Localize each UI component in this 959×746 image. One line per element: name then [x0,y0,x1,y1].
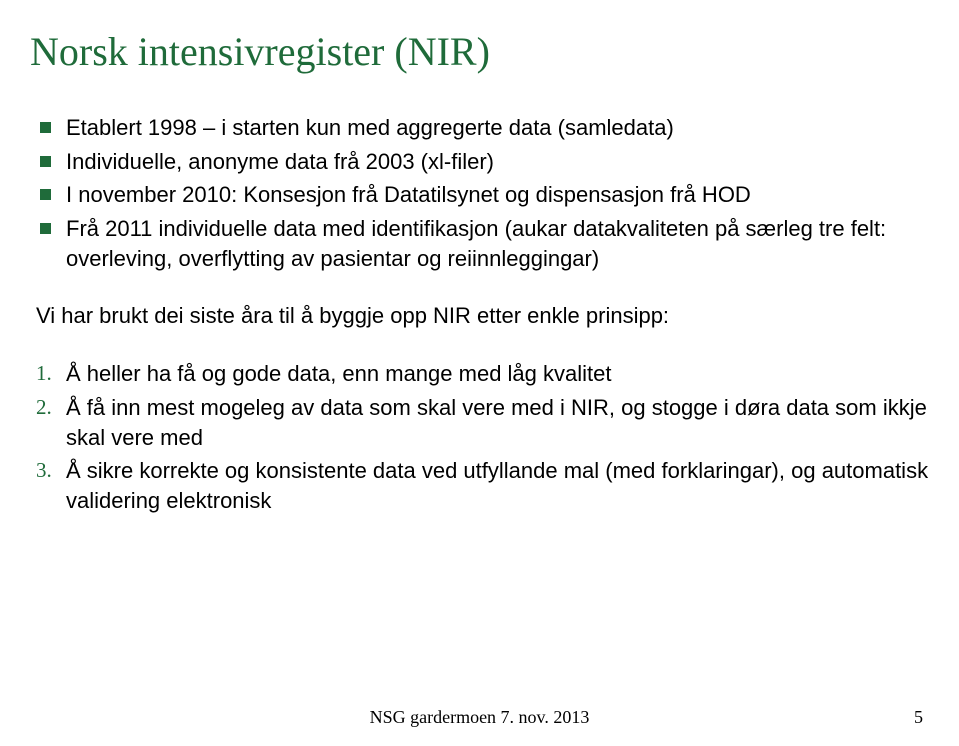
bullet-item: Etablert 1998 – i starten kun med aggreg… [36,113,929,143]
item-number: 1. [36,359,52,387]
item-text: Å sikre korrekte og konsistente data ved… [66,458,928,513]
numbered-item: 3. Å sikre korrekte og konsistente data … [36,456,929,515]
numbered-item: 1. Å heller ha få og gode data, enn mang… [36,359,929,389]
bullet-item: I november 2010: Konsesjon frå Datatilsy… [36,180,929,210]
slide-title: Norsk intensivregister (NIR) [30,28,929,75]
numbered-item: 2. Å få inn mest mogeleg av data som ska… [36,393,929,452]
bullet-item: Individuelle, anonyme data frå 2003 (xl-… [36,147,929,177]
page-number: 5 [914,707,923,728]
item-text: Å få inn mest mogeleg av data som skal v… [66,395,927,450]
item-number: 3. [36,456,52,484]
bullet-list: Etablert 1998 – i starten kun med aggreg… [36,113,929,273]
bullet-item: Frå 2011 individuelle data med identifik… [36,214,929,273]
numbered-list: 1. Å heller ha få og gode data, enn mang… [36,359,929,515]
footer-text: NSG gardermoen 7. nov. 2013 [0,707,959,728]
item-number: 2. [36,393,52,421]
intro-text: Vi har brukt dei siste åra til å byggje … [36,301,929,331]
item-text: Å heller ha få og gode data, enn mange m… [66,361,611,386]
